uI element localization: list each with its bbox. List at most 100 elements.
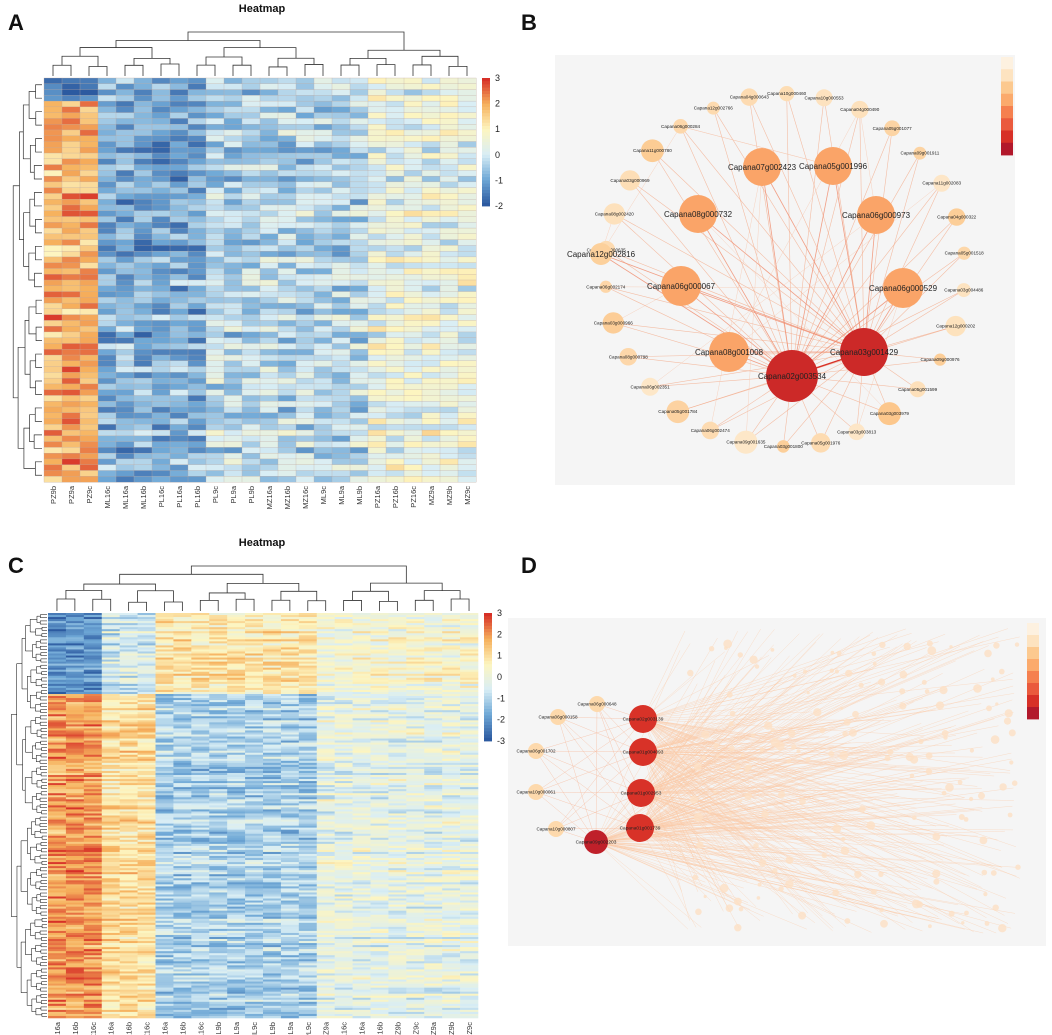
heatmap-cell xyxy=(48,639,67,642)
heatmap-cell xyxy=(352,744,371,747)
heatmap-cell xyxy=(151,383,171,391)
heatmap-cell xyxy=(48,629,67,632)
heatmap-cell xyxy=(263,671,282,675)
heatmap-cell xyxy=(263,823,282,826)
heatmap-cell xyxy=(263,742,282,745)
heatmap-cell xyxy=(370,724,389,727)
heatmap-cell xyxy=(439,245,459,252)
heatmap-cell xyxy=(169,141,189,148)
heatmap-cell xyxy=(388,827,407,830)
heatmap-cell xyxy=(65,734,85,737)
heatmap-cell xyxy=(313,204,333,212)
heatmap-cell xyxy=(424,685,443,689)
heatmap-cell xyxy=(173,805,192,808)
heatmap-cell xyxy=(442,827,461,830)
heatmap-cell xyxy=(227,777,246,780)
heatmap-cell xyxy=(101,667,120,670)
heatmap-cell xyxy=(61,302,81,310)
heatmap-cell xyxy=(259,302,279,310)
heatmap-cell xyxy=(421,447,441,454)
heatmap-cell xyxy=(227,742,246,745)
heatmap-cell xyxy=(79,262,99,269)
heatmap-cell xyxy=(101,847,120,851)
heatmap-cell xyxy=(280,615,300,618)
dendrogram-branch xyxy=(124,64,144,76)
heatmap-cell xyxy=(119,789,138,792)
heatmap-cell xyxy=(349,464,369,471)
heatmap-cell xyxy=(406,827,425,830)
heatmap-cell xyxy=(191,732,210,735)
heatmap-cell xyxy=(316,617,335,620)
heatmap-cell xyxy=(151,100,171,108)
heatmap-cell xyxy=(227,637,246,640)
heatmap-cell xyxy=(227,645,246,648)
heatmap-cell xyxy=(119,615,138,618)
heatmap-cell xyxy=(295,175,315,183)
heatmap-cell xyxy=(406,766,425,770)
heatmap-cell xyxy=(406,722,425,725)
heatmap-cell xyxy=(115,331,135,339)
heatmap-cell xyxy=(115,77,135,85)
heatmap-cell xyxy=(65,718,85,721)
heatmap-cell xyxy=(43,210,63,217)
heatmap-cell xyxy=(65,698,85,701)
heatmap-cell xyxy=(137,750,156,754)
heatmap-cell xyxy=(151,470,171,477)
heatmap-cell xyxy=(119,621,138,624)
heatmap-cell xyxy=(388,813,407,816)
heatmap-cell xyxy=(295,349,315,356)
heatmap-cell xyxy=(155,625,174,628)
heatmap-cell xyxy=(173,677,192,681)
heatmap-cell xyxy=(460,819,479,822)
heatmap-cell xyxy=(173,712,192,715)
heatmap-cell xyxy=(79,152,99,160)
heatmap-cell xyxy=(403,395,423,402)
heatmap-cell xyxy=(280,687,300,691)
heatmap-cell xyxy=(101,787,120,790)
heatmap-cell xyxy=(313,268,333,275)
heatmap-cell xyxy=(460,766,479,770)
heatmap-cell xyxy=(442,799,461,802)
heatmap-cell xyxy=(173,671,192,675)
heatmap-cell xyxy=(442,657,461,660)
heatmap-cell xyxy=(439,297,459,304)
heatmap-cell xyxy=(349,77,369,85)
heatmap-cell xyxy=(370,807,389,810)
heatmap-cell xyxy=(97,141,117,148)
heatmap-cell xyxy=(209,740,228,743)
heatmap-cell xyxy=(385,302,405,310)
heatmap-cell xyxy=(277,470,297,477)
heatmap-cell xyxy=(334,849,353,853)
heatmap-cell xyxy=(406,803,425,806)
heatmap-cell xyxy=(349,118,369,125)
heatmap-cell xyxy=(65,841,85,845)
heatmap-cell xyxy=(280,797,300,800)
heatmap-cell xyxy=(83,813,103,816)
heatmap-cell xyxy=(370,627,389,630)
heatmap-cell xyxy=(209,841,228,845)
panel-b-network: Capana04g000643Capana10g000460Capana10g0… xyxy=(555,55,1015,485)
heatmap-cell xyxy=(298,797,318,800)
heatmap-cell xyxy=(334,651,353,654)
heatmap-cell xyxy=(191,787,210,790)
heatmap-cell xyxy=(245,730,264,733)
heatmap-cell xyxy=(115,118,135,125)
heatmap-cell xyxy=(277,279,297,287)
network-node-label: Capana06g002474 xyxy=(691,428,731,433)
heatmap-cell xyxy=(370,714,389,717)
heatmap-cell xyxy=(349,441,369,448)
heatmap-cell xyxy=(173,827,192,830)
heatmap-cell xyxy=(115,245,135,252)
heatmap-cell xyxy=(259,175,279,183)
heatmap-cell xyxy=(334,752,353,756)
heatmap-cell xyxy=(352,669,371,673)
dendrogram-branch xyxy=(36,615,41,623)
heatmap-cell xyxy=(316,750,335,754)
heatmap-cell xyxy=(442,781,461,784)
heatmap-cell xyxy=(367,170,387,177)
heatmap-cell xyxy=(245,728,264,731)
heatmap-cell xyxy=(457,193,477,200)
heatmap-cell xyxy=(48,714,67,717)
heatmap-cell xyxy=(137,691,156,695)
heatmap-cell xyxy=(137,645,156,648)
